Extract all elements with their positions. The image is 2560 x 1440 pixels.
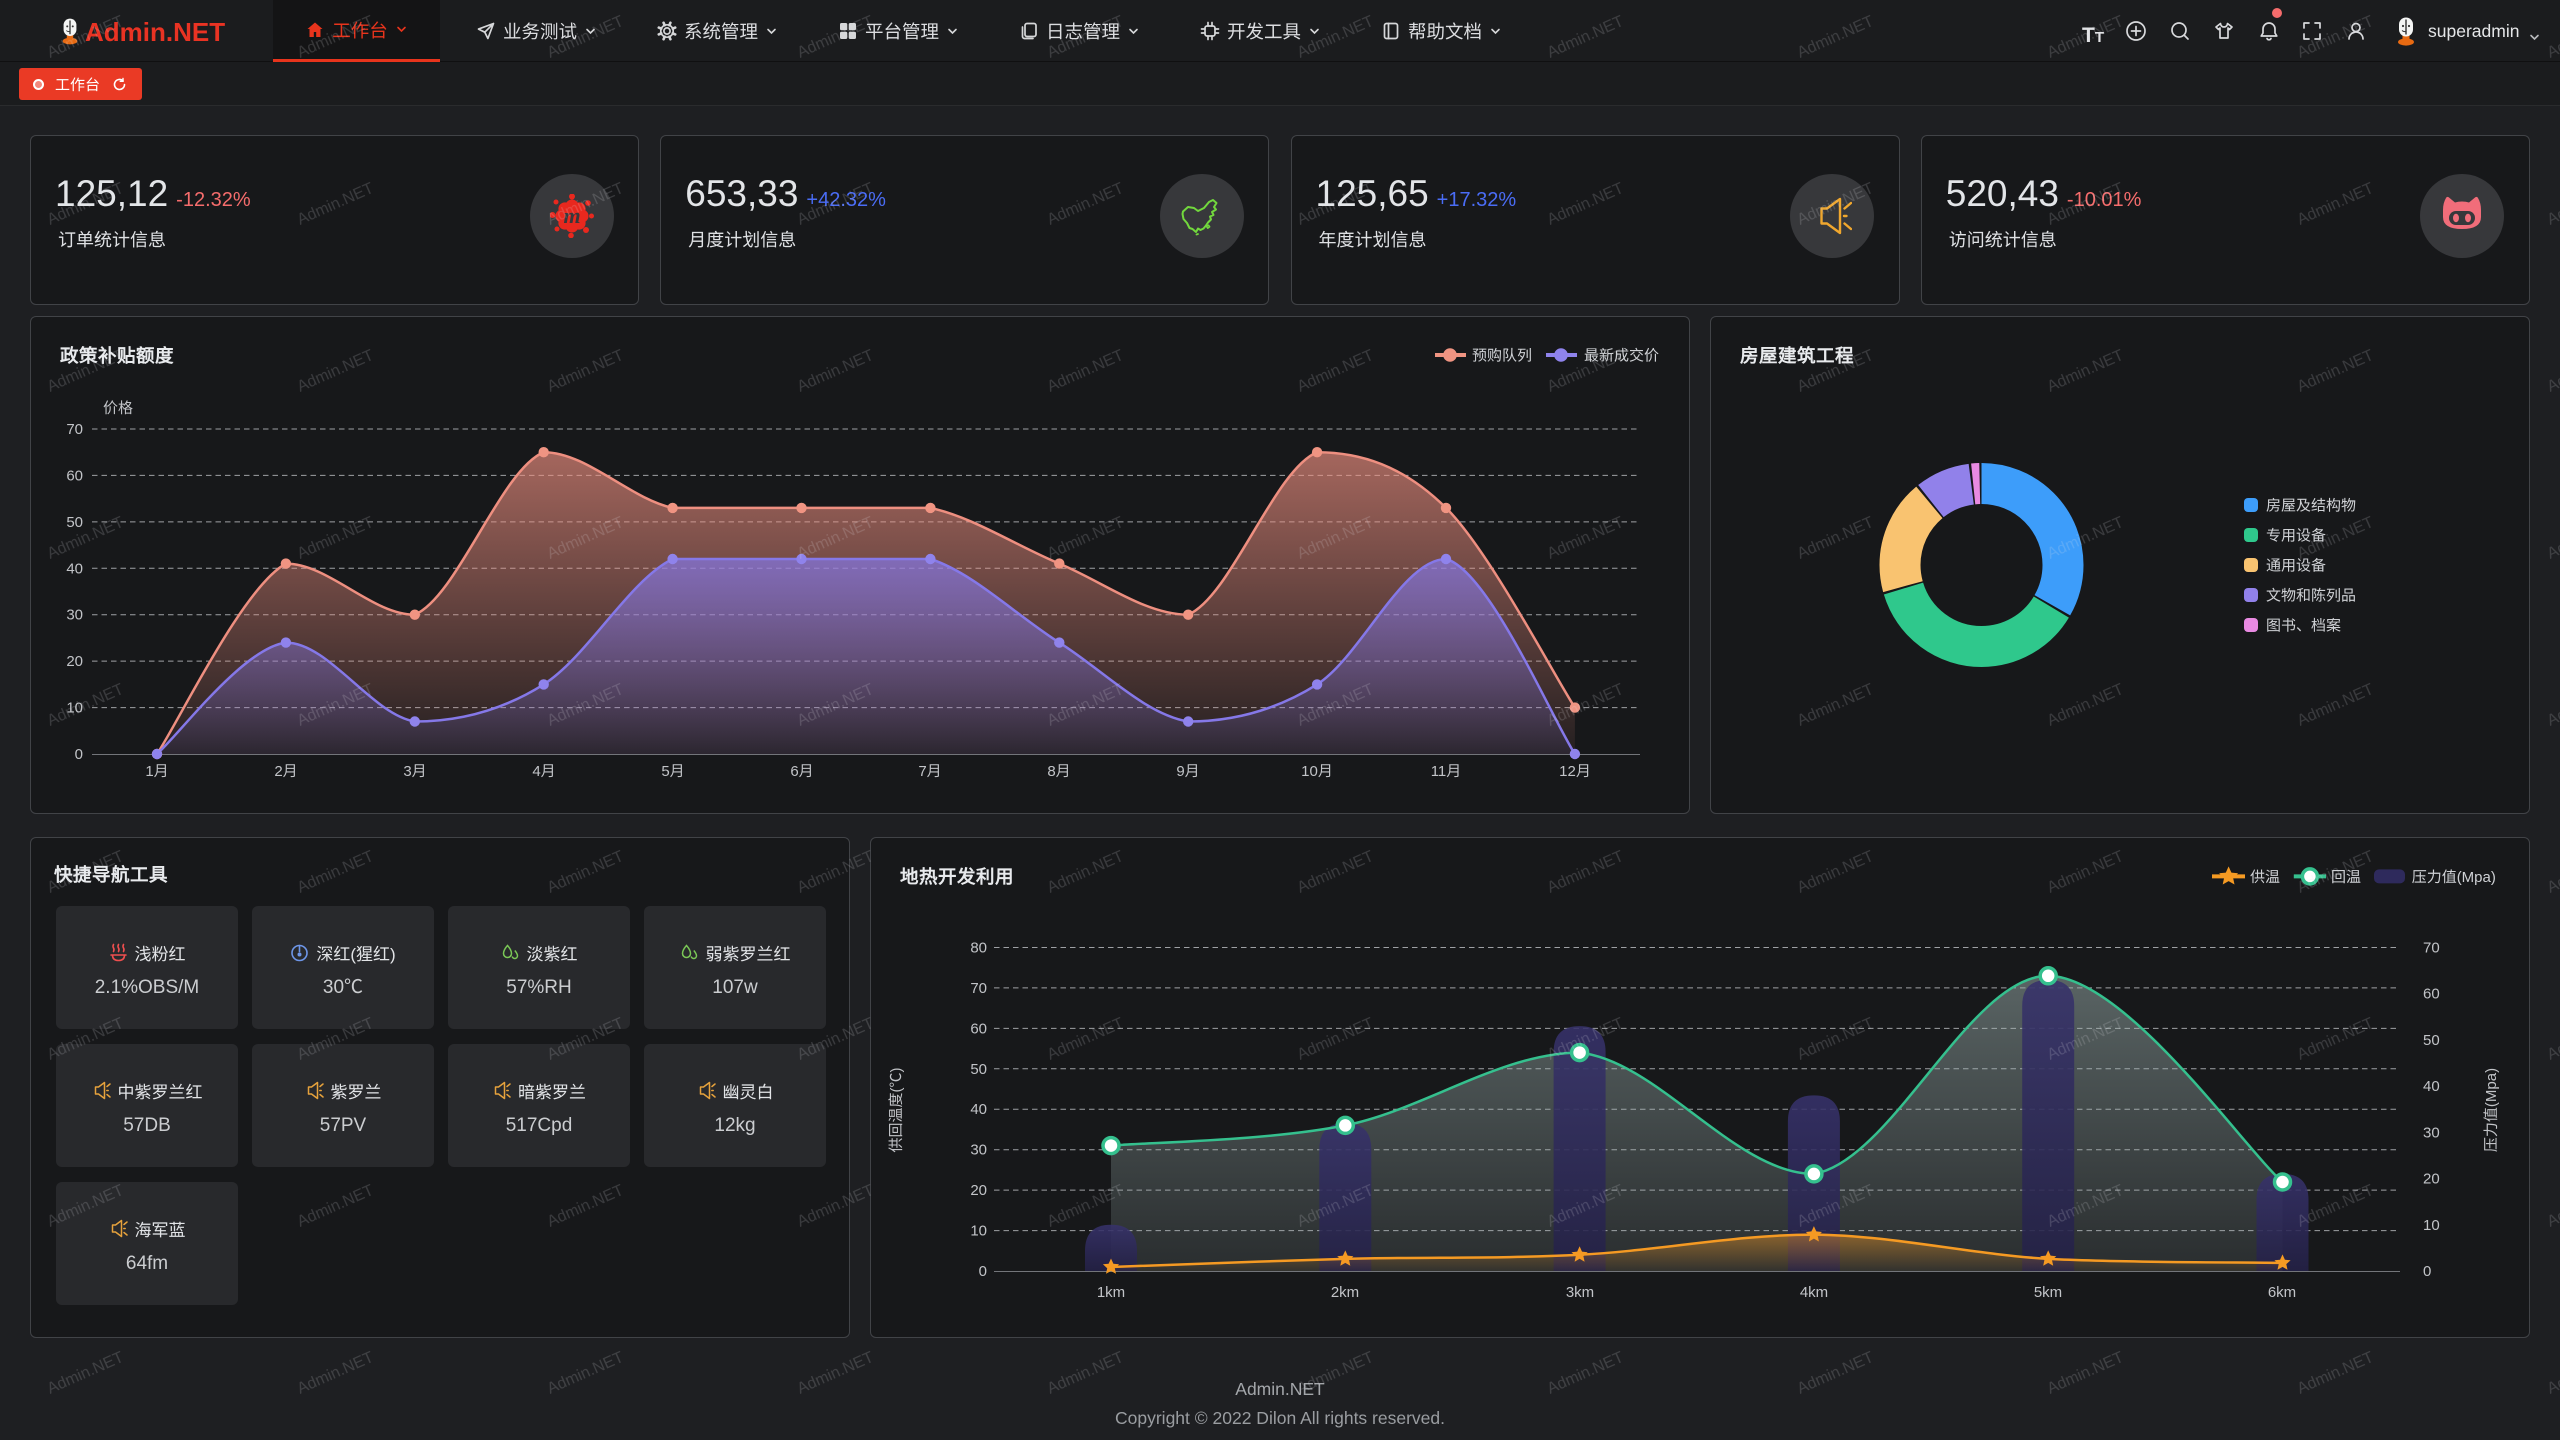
svg-text:40: 40 — [2423, 1075, 2440, 1096]
svg-text:预购队列: 预购队列 — [1472, 345, 1532, 366]
svg-text:5月: 5月 — [661, 760, 684, 781]
svg-text:10月: 10月 — [1301, 760, 1333, 781]
svg-text:最新成交价: 最新成交价 — [1584, 345, 1659, 366]
svg-text:0: 0 — [75, 743, 83, 764]
svg-text:图书、档案: 图书、档案 — [2266, 615, 2341, 636]
svg-text:4km: 4km — [1800, 1281, 1828, 1302]
svg-text:4月: 4月 — [532, 760, 555, 781]
svg-text:通用设备: 通用设备 — [2266, 555, 2326, 576]
svg-text:30: 30 — [970, 1139, 987, 1160]
svg-text:压力值(Mpa): 压力值(Mpa) — [2480, 1068, 2501, 1152]
svg-text:9月: 9月 — [1176, 760, 1199, 781]
svg-text:5km: 5km — [2034, 1281, 2062, 1302]
svg-text:30: 30 — [66, 604, 83, 625]
svg-text:60: 60 — [970, 1017, 987, 1038]
svg-text:60: 60 — [2423, 983, 2440, 1004]
svg-text:3月: 3月 — [403, 760, 426, 781]
svg-text:60: 60 — [66, 464, 83, 485]
svg-text:0: 0 — [2423, 1260, 2431, 1281]
svg-text:2月: 2月 — [274, 760, 297, 781]
svg-text:20: 20 — [970, 1179, 987, 1200]
svg-text:50: 50 — [2423, 1029, 2440, 1050]
svg-text:0: 0 — [979, 1260, 987, 1281]
svg-text:40: 40 — [66, 557, 83, 578]
svg-text:7月: 7月 — [918, 760, 941, 781]
svg-text:压力值(Mpa): 压力值(Mpa) — [2412, 866, 2496, 887]
svg-text:专用设备: 专用设备 — [2266, 525, 2326, 546]
svg-text:70: 70 — [2423, 937, 2440, 958]
svg-text:70: 70 — [970, 977, 987, 998]
svg-text:80: 80 — [970, 937, 987, 958]
svg-text:20: 20 — [66, 650, 83, 671]
svg-text:文物和陈列品: 文物和陈列品 — [2266, 585, 2356, 606]
svg-text:11月: 11月 — [1431, 760, 1462, 781]
svg-text:6月: 6月 — [790, 760, 813, 781]
svg-text:价格: 价格 — [103, 397, 133, 418]
svg-text:3km: 3km — [1566, 1281, 1594, 1302]
svg-text:供回温度(℃): 供回温度(℃) — [885, 1068, 906, 1153]
svg-text:供温: 供温 — [2250, 866, 2280, 887]
svg-text:10: 10 — [970, 1220, 987, 1241]
svg-text:m: m — [563, 203, 580, 228]
svg-text:30: 30 — [2423, 1121, 2440, 1142]
svg-text:70: 70 — [66, 418, 83, 439]
svg-text:40: 40 — [970, 1098, 987, 1119]
svg-text:10: 10 — [66, 697, 83, 718]
svg-text:2km: 2km — [1331, 1281, 1359, 1302]
svg-text:20: 20 — [2423, 1168, 2440, 1189]
svg-text:房屋及结构物: 房屋及结构物 — [2266, 495, 2356, 516]
svg-text:回温: 回温 — [2331, 866, 2361, 887]
svg-text:12月: 12月 — [1559, 760, 1591, 781]
svg-text:6km: 6km — [2268, 1281, 2296, 1302]
svg-text:50: 50 — [66, 511, 83, 532]
svg-text:1km: 1km — [1097, 1281, 1125, 1302]
svg-text:8月: 8月 — [1047, 760, 1070, 781]
svg-text:10: 10 — [2423, 1214, 2440, 1235]
svg-text:1月: 1月 — [145, 760, 168, 781]
svg-text:50: 50 — [970, 1058, 987, 1079]
